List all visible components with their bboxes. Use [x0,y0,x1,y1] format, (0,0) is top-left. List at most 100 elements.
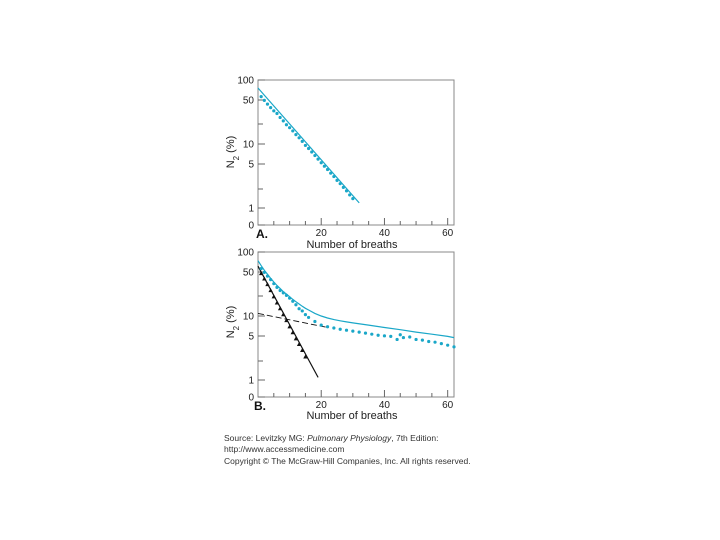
data-point [357,330,361,334]
data-point [277,306,283,311]
data-point [395,337,399,342]
data-point [272,282,276,286]
x-tick-label: 40 [379,400,391,411]
y-tick-label: 0 [248,393,254,404]
y-tick-label: 5 [248,332,254,343]
data-point [322,164,326,168]
y-tick-label: 1 [248,204,254,215]
data-point [439,342,443,346]
fit-line [257,312,328,328]
data-point [303,143,308,148]
data-point [259,267,263,271]
data-point [259,95,263,99]
y-tick-label: 50 [243,96,255,107]
x-axis: 20 40 60 [273,218,454,239]
data-point [351,329,355,333]
data-point [344,189,349,193]
data-point [344,328,349,332]
data-point [338,182,342,186]
data-point [398,333,402,337]
fit-lines [257,87,360,204]
data-point [427,339,431,344]
data-point [382,334,387,338]
data-point [351,197,355,201]
data-point [281,291,285,295]
data-point [370,332,374,336]
data-point [389,334,393,339]
data-point [420,338,424,342]
y-tick-label: 0 [248,221,254,232]
fit-line [257,260,455,339]
data-point [262,98,266,103]
data-point [258,271,264,276]
data-point [284,293,289,297]
data-point [269,278,273,282]
data-point [408,335,412,339]
data-point [291,299,295,303]
data-point [306,146,311,151]
x-axis-label: Number of breaths [306,239,398,251]
data-point [300,139,304,143]
data-point [313,153,317,158]
data-point [284,318,289,323]
data-point [376,333,380,337]
data-point [300,309,304,313]
data-point [297,307,301,311]
panel-label: B. [254,399,266,413]
data-point [332,326,336,330]
data-point [278,115,282,120]
data-point [297,136,301,140]
panel-label: A. [256,227,268,241]
plot-frame [257,251,455,398]
data-point [265,102,270,106]
x-tick-label: 60 [442,228,454,239]
data-point [294,303,298,307]
data-point [293,336,299,341]
data-point [262,276,267,281]
data-point [272,109,276,113]
y-tick-label: 50 [243,268,255,279]
data-point [288,126,292,130]
data-point [433,340,437,344]
data-point [341,185,345,189]
data-point [401,335,406,340]
data-point [268,288,273,293]
data-point [281,119,285,123]
data-point [303,354,308,359]
data-point [265,282,270,287]
data-point [306,315,311,320]
data-point [288,296,292,300]
y-axis-label: N2 (%) [225,136,241,169]
y-tick-label: 1 [248,376,254,387]
x-tick-label: 20 [316,400,328,411]
data-point [329,171,333,175]
data-point [265,274,270,278]
data-point [414,337,418,342]
data-point [325,325,330,329]
y-tick-label: 10 [243,140,255,151]
data-point [319,161,323,165]
y-tick-label: 5 [248,160,254,171]
x-tick-label: 60 [442,400,454,411]
data-point [338,327,342,331]
data-point [290,330,295,335]
data-point [284,123,289,127]
data-point [335,178,339,182]
data-point [281,312,286,317]
data-points [259,95,355,201]
data-point [275,111,279,116]
x-tick-label: 20 [316,228,328,239]
fit-lines [257,260,455,378]
data-point [300,348,305,353]
data-point [332,174,336,179]
data-point [269,106,273,110]
data-point [271,294,277,299]
data-point [278,288,282,293]
x-tick-label: 40 [379,228,391,239]
data-point [325,167,330,172]
data-point [262,270,266,275]
